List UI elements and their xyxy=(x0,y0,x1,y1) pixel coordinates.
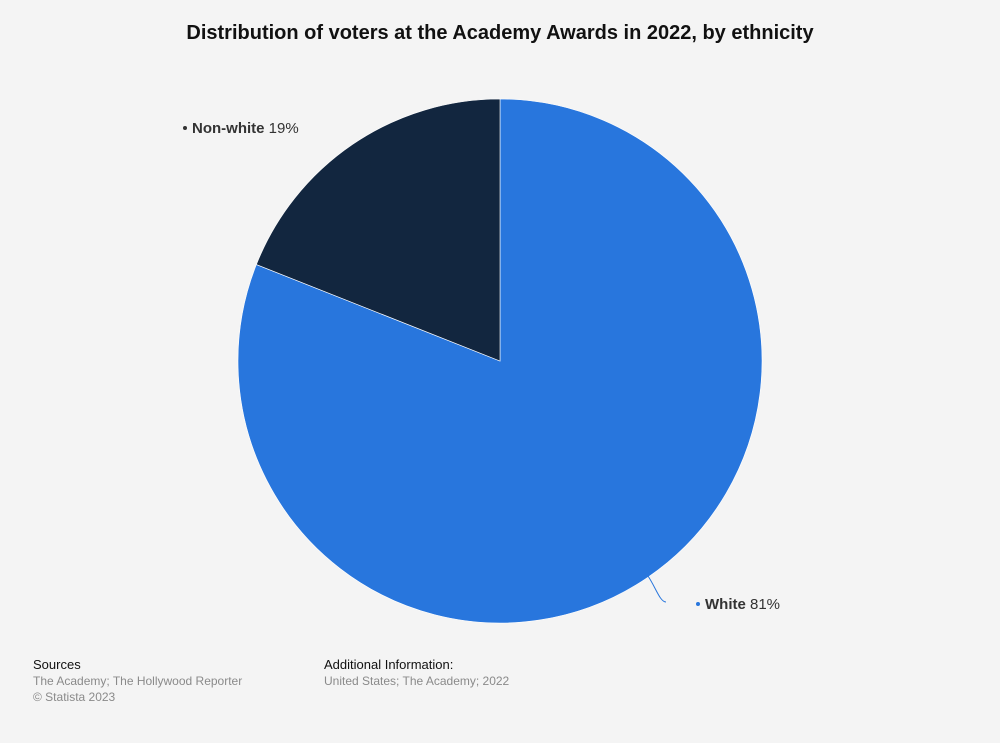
data-label-non-white: Non-white 19% xyxy=(192,120,299,137)
pie-labels: White 81% Non-white 19% xyxy=(183,120,780,613)
pie-slices xyxy=(237,98,763,624)
sources-block: Sources The Academy; The Hollywood Repor… xyxy=(33,657,242,705)
additional-info-line: United States; The Academy; 2022 xyxy=(324,674,510,688)
copyright-line: © Statista 2023 xyxy=(33,690,116,704)
connector-line-white xyxy=(647,575,667,603)
additional-info-block: Additional Information: United States; T… xyxy=(324,657,509,689)
pie-slice-non-white xyxy=(256,98,501,362)
sources-line: The Academy; The Hollywood Reporter xyxy=(33,674,243,688)
connector-line-non-white xyxy=(351,145,373,173)
label-bullet-white xyxy=(696,602,700,606)
chart-title: Distribution of voters at the Academy Aw… xyxy=(186,22,814,44)
label-bullet-non-white xyxy=(183,126,187,130)
additional-info-heading: Additional Information: xyxy=(324,657,454,672)
data-label-white: White 81% xyxy=(705,596,780,613)
sources-heading: Sources xyxy=(33,657,81,672)
